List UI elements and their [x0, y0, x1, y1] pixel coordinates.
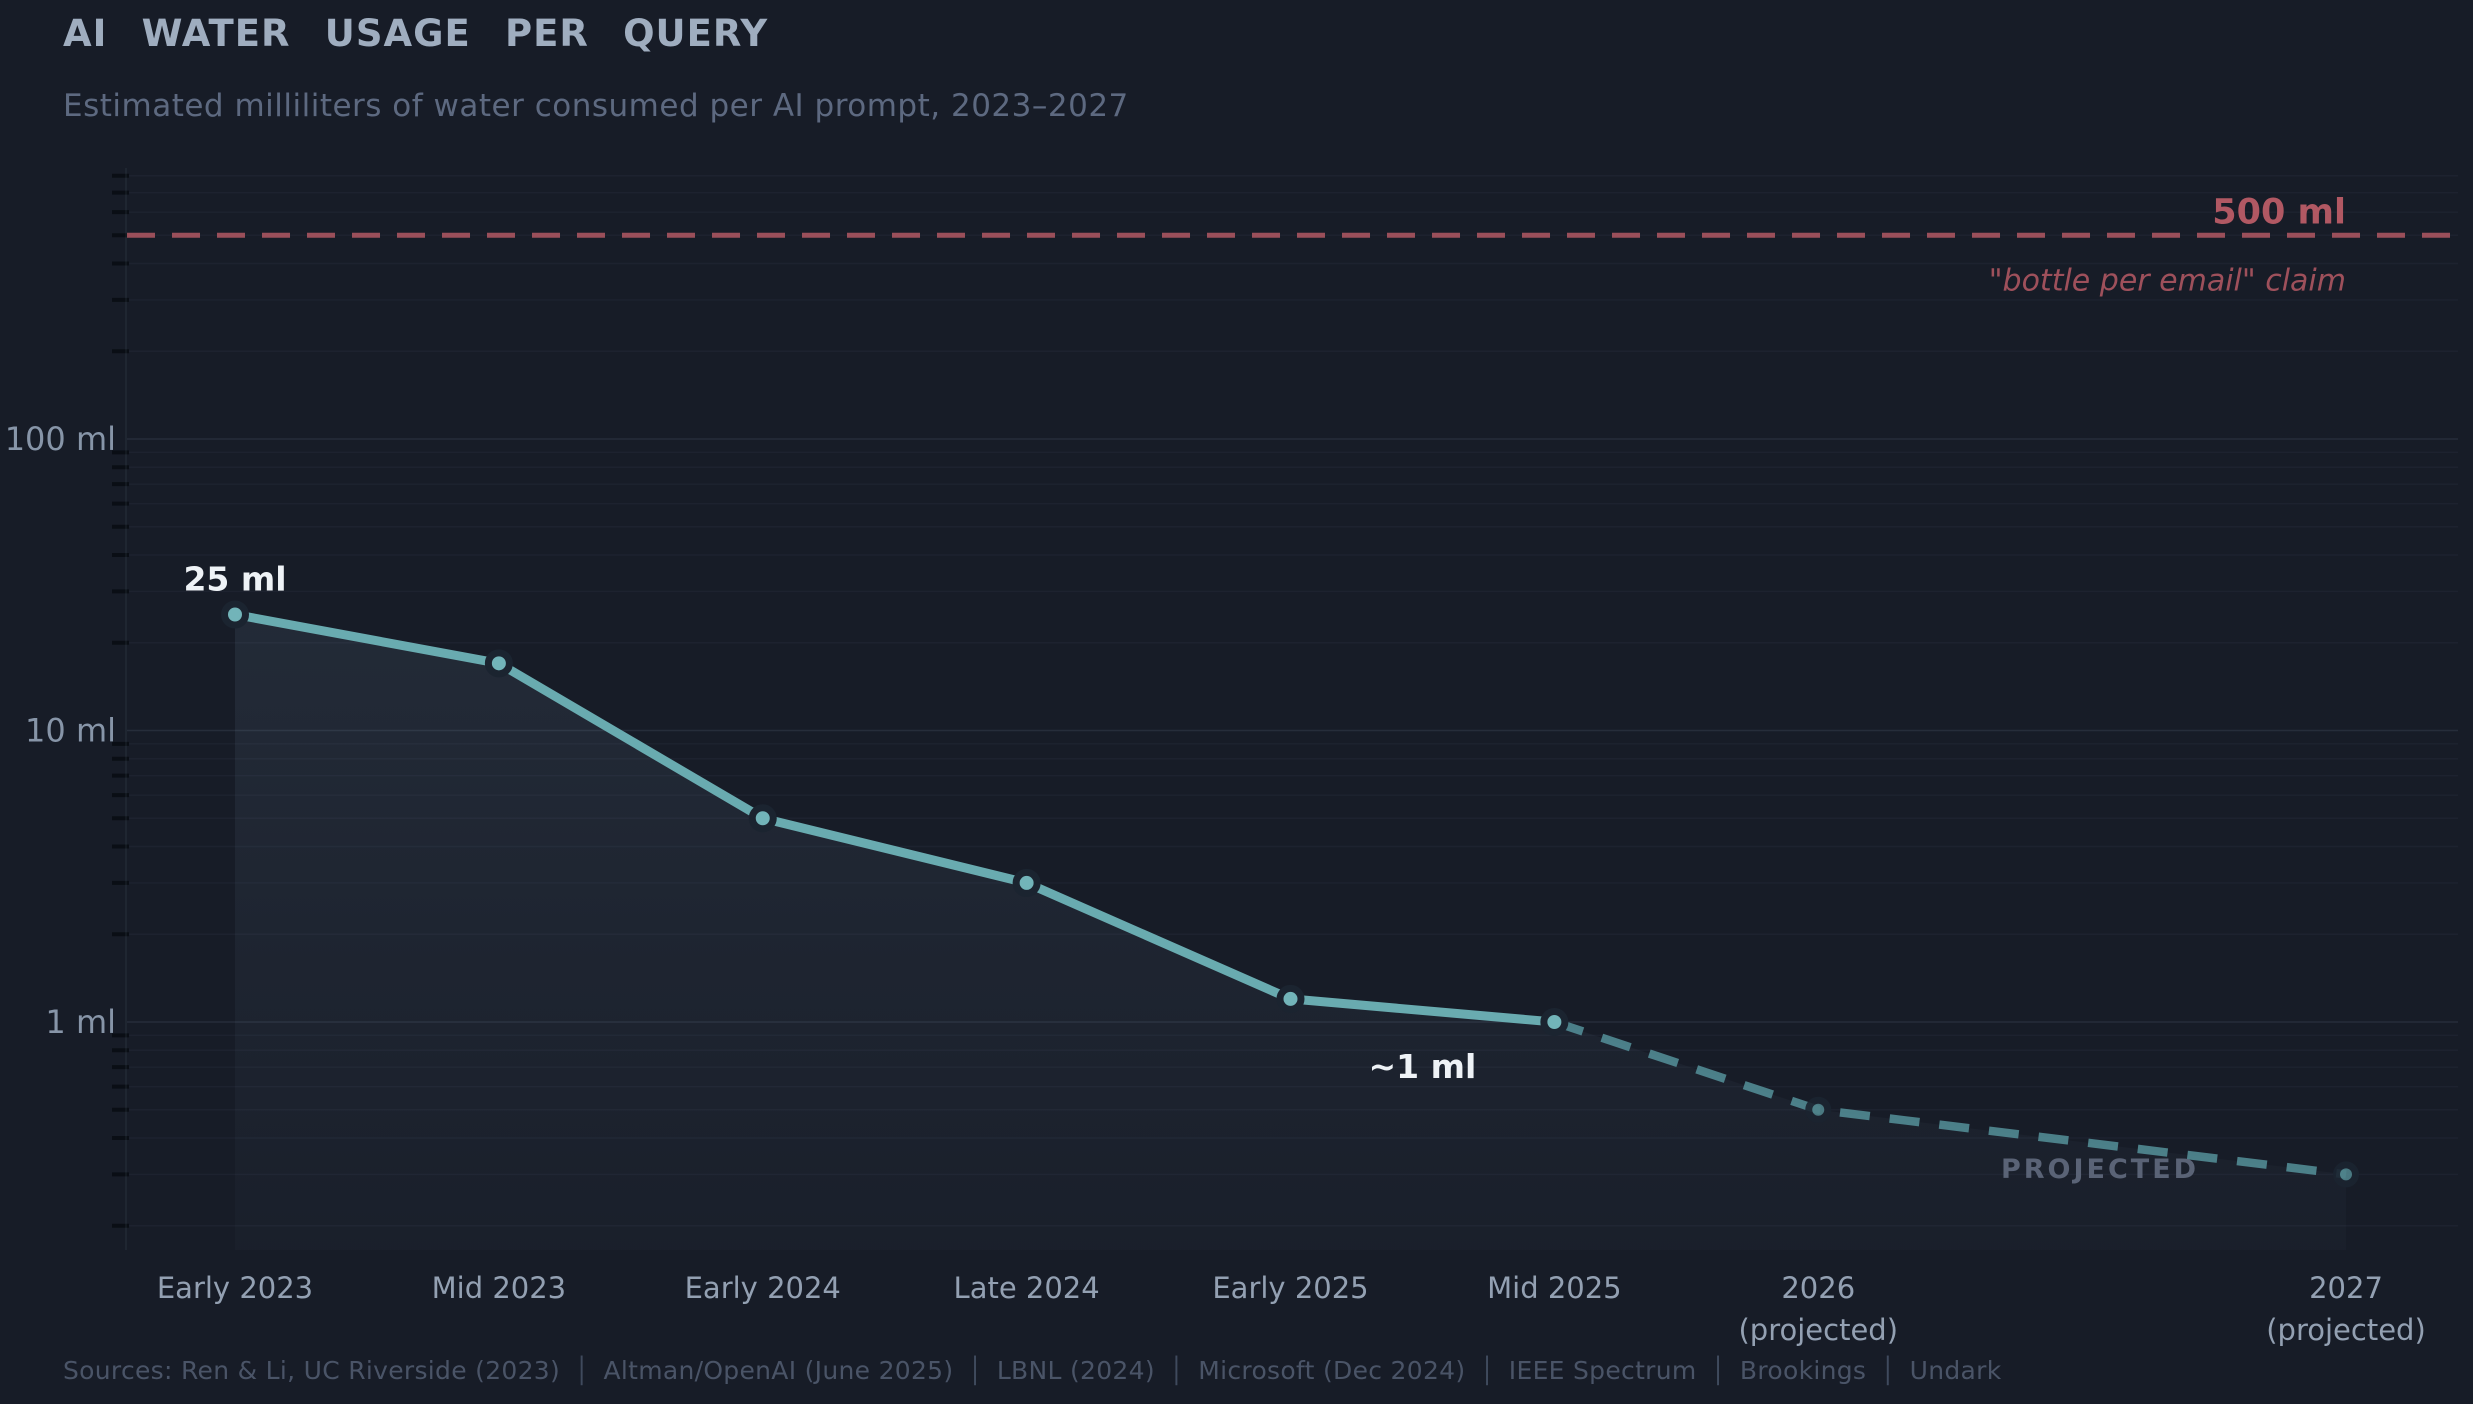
series-line-observed	[230, 610, 1559, 1027]
sources-separator: │	[967, 1356, 983, 1385]
source-item: Microsoft (Dec 2024)	[1198, 1356, 1466, 1385]
source-item: LBNL (2024)	[996, 1356, 1155, 1385]
data-point	[221, 600, 249, 629]
x-axis-label: 2026 (projected)	[1738, 1271, 1898, 1347]
source-item: Undark	[1909, 1356, 2002, 1385]
y-axis-label: 100 ml	[5, 420, 116, 458]
projected-label: PROJECTED	[2001, 1154, 2199, 1185]
y-axis-label: 10 ml	[25, 712, 116, 750]
x-axis-label: Early 2023	[157, 1271, 313, 1305]
sources-line: Sources: Ren & Li, UC Riverside (2023) │ A…	[63, 1356, 2002, 1385]
sources-separator: │	[1710, 1356, 1726, 1385]
data-point	[1012, 868, 1041, 897]
data-point	[484, 649, 513, 678]
x-axis-label: Mid 2023	[432, 1271, 567, 1305]
area-fill	[235, 614, 2346, 1250]
sources-separator: │	[574, 1356, 590, 1385]
reference-sublabel: "bottle per email" claim	[1989, 263, 2346, 298]
sources-separator: │	[1168, 1356, 1185, 1385]
sources-separator: │	[1479, 1356, 1495, 1385]
x-axis-label: 2027 (projected)	[2266, 1271, 2426, 1347]
data-point	[1540, 1008, 1569, 1036]
data-point	[1276, 984, 1305, 1013]
y-axis-label: 1 ml	[45, 1003, 116, 1041]
source-item: IEEE Spectrum	[1508, 1356, 1697, 1385]
x-axis-label: Early 2025	[1212, 1271, 1368, 1305]
chart-title: AI WATER USAGE PER QUERY	[63, 12, 769, 55]
data-point-projected	[2333, 1161, 2359, 1188]
x-axis-label: Late 2024	[954, 1271, 1100, 1305]
x-axis-label: Mid 2025	[1487, 1271, 1622, 1305]
chart-subtitle: Estimated milliliters of water consumed …	[63, 88, 1129, 124]
data-point-projected	[1805, 1096, 1832, 1123]
source-item: Brookings	[1739, 1356, 1867, 1385]
data-point-label: 25 ml	[183, 560, 286, 599]
source-item: Altman/OpenAI (June 2025)	[603, 1356, 954, 1385]
source-item: Ren & Li, UC Riverside (2023)	[180, 1356, 561, 1385]
reference-label: 500 ml	[2212, 192, 2346, 232]
sources-prefix: Sources:	[63, 1356, 181, 1385]
x-axis-label: Early 2024	[685, 1271, 841, 1305]
data-point	[748, 804, 777, 833]
sources-separator: │	[1880, 1356, 1896, 1385]
data-point-label: ~1 ml	[1368, 1047, 1476, 1086]
